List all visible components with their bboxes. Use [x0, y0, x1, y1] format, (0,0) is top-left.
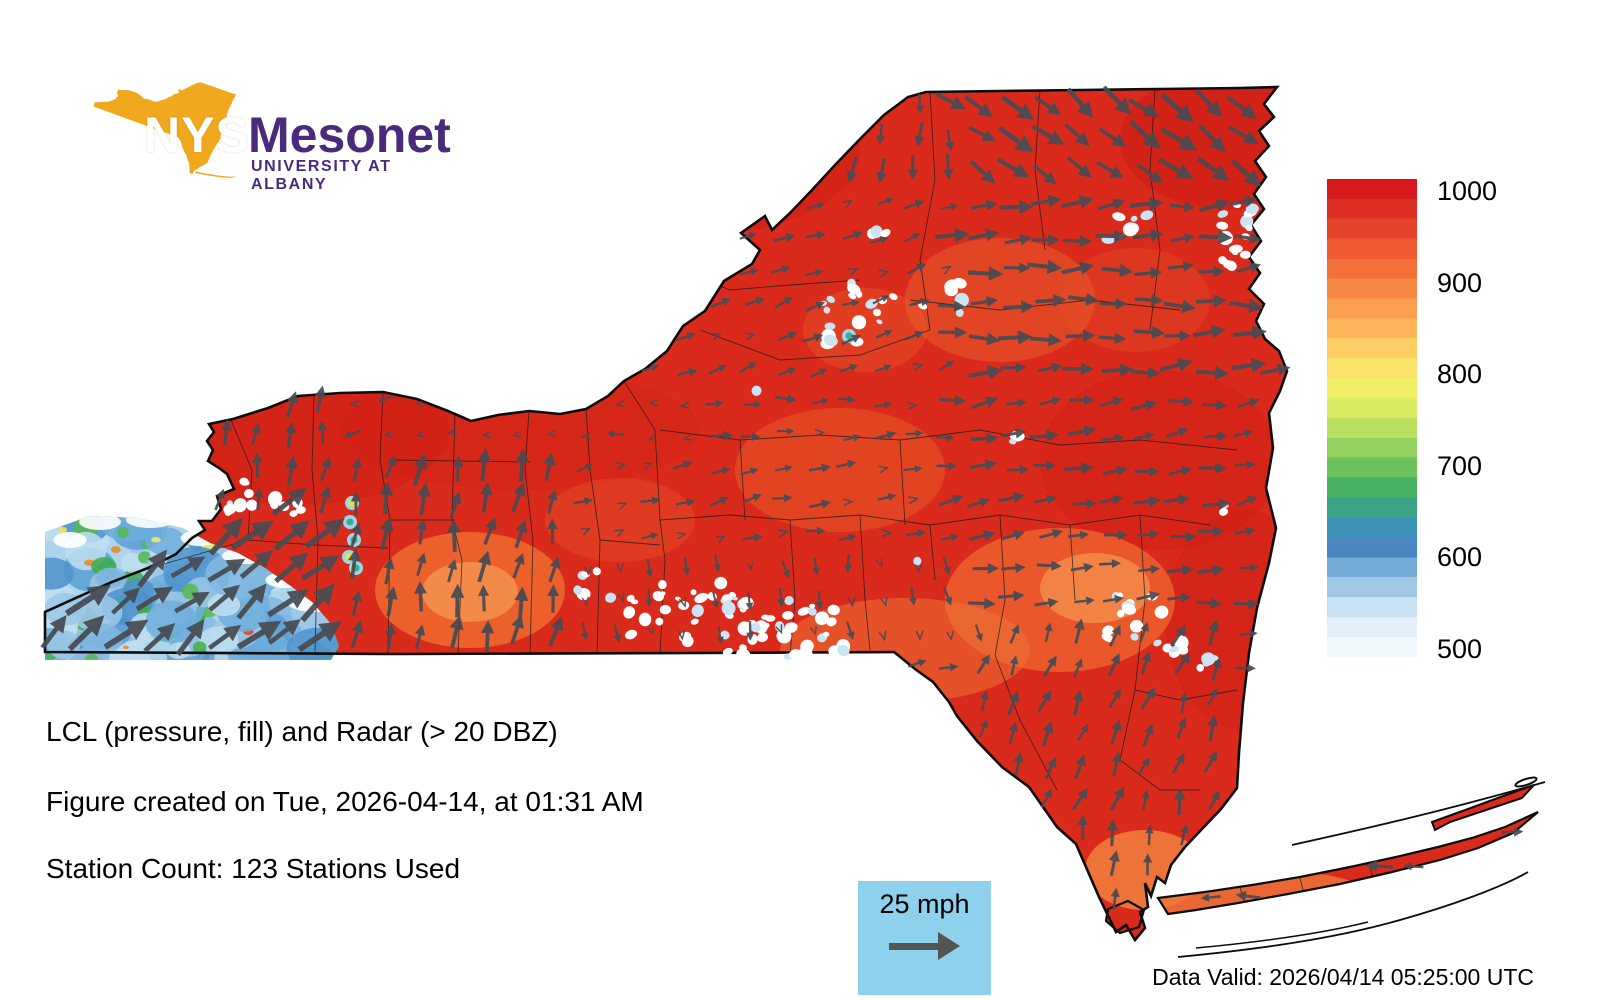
wind-arrow-icon: [889, 943, 941, 950]
ny-state-gold-icon: [93, 82, 237, 178]
wind-arrow-icon-head: [938, 932, 960, 960]
logo-mesonet-text: Mesonet: [248, 107, 451, 163]
logo-subtitle: UNIVERSITY AT ALBANY: [251, 158, 392, 193]
colorbar-tick-800: 800: [1437, 359, 1483, 390]
nys-mesonet-logo: NYS Mesonet UNIVERSITY AT ALBANY: [30, 10, 451, 220]
colorbar-tick-700: 700: [1437, 450, 1483, 481]
data-valid-text: Data Valid: 2026/04/14 05:25:00 UTC: [1152, 964, 1534, 990]
state-outline: [43, 85, 1546, 958]
colorbar: [1327, 179, 1417, 657]
wind-speed-legend: 25 mph: [858, 881, 991, 995]
colorbar-tick-900: 900: [1437, 267, 1483, 298]
colorbar-tick-500: 500: [1437, 634, 1483, 664]
wind-speed-label: 25 mph: [879, 889, 970, 919]
logo-nys-text: NYS: [144, 107, 250, 163]
map-title: LCL (pressure, fill) and Radar (> 20 DBZ…: [46, 716, 558, 747]
figure-created-text: Figure created on Tue, 2026-04-14, at 01…: [46, 786, 644, 817]
wind-arrows: [40, 85, 1524, 910]
colorbar-tick-1000: 1000: [1437, 176, 1498, 206]
station-count-text: Station Count: 123 Stations Used: [46, 853, 461, 884]
gold-ny-shape: [93, 82, 237, 178]
radar-echo-clusters: [223, 201, 1259, 672]
colorbar-tick-600: 600: [1437, 542, 1483, 573]
